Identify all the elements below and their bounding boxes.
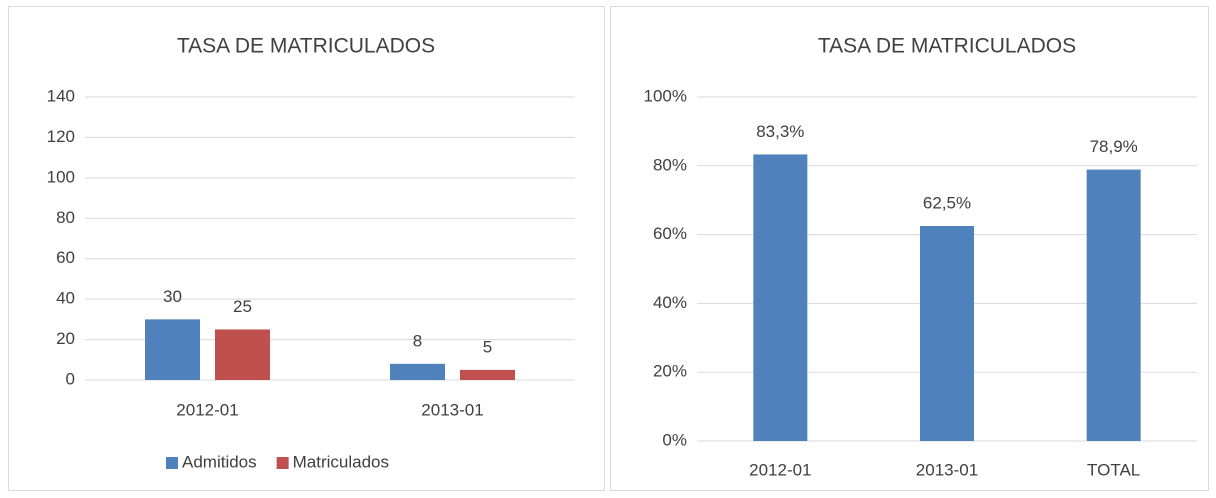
y-tick-label: 0 xyxy=(66,369,75,388)
chart-title: TASA DE MATRICULADOS xyxy=(177,35,435,58)
legend-label: Matriculados xyxy=(293,452,389,471)
x-tick-label: 2012-01 xyxy=(749,460,811,479)
data-label: 30 xyxy=(163,287,182,306)
x-tick-label: 2013-01 xyxy=(421,400,483,419)
bar xyxy=(390,363,445,380)
bar xyxy=(753,154,808,441)
legend-swatch xyxy=(166,457,178,469)
y-tick-label: 60% xyxy=(653,224,687,243)
bar xyxy=(215,329,270,380)
data-label: 78,9% xyxy=(1090,137,1138,156)
y-tick-label: 140 xyxy=(47,86,75,105)
y-tick-label: 40 xyxy=(56,289,75,308)
y-tick-label: 0% xyxy=(662,430,687,449)
x-tick-label: 2013-01 xyxy=(916,460,978,479)
y-tick-label: 20% xyxy=(653,362,687,381)
y-tick-label: 100% xyxy=(644,86,687,105)
data-label: 5 xyxy=(483,337,492,356)
y-tick-label: 80% xyxy=(653,155,687,174)
y-tick-label: 40% xyxy=(653,293,687,312)
y-tick-label: 80 xyxy=(56,208,75,227)
x-tick-label: TOTAL xyxy=(1087,460,1140,479)
data-label: 8 xyxy=(413,331,422,350)
y-tick-label: 100 xyxy=(47,167,75,186)
y-tick-label: 120 xyxy=(47,127,75,146)
bar xyxy=(1086,169,1141,442)
data-label: 83,3% xyxy=(756,122,804,141)
legend-swatch xyxy=(276,457,289,469)
x-tick-label: 2012-01 xyxy=(176,400,238,419)
bar xyxy=(920,226,974,441)
chart-title: TASA DE MATRICULADOS xyxy=(818,35,1076,58)
legend-label: Admitidos xyxy=(182,452,257,471)
data-label: 62,5% xyxy=(923,193,971,212)
y-tick-label: 60 xyxy=(56,248,75,267)
chart-frame xyxy=(8,6,605,491)
data-label: 25 xyxy=(233,297,252,316)
bar xyxy=(460,369,515,380)
bar xyxy=(145,319,200,380)
y-tick-label: 20 xyxy=(56,329,75,348)
